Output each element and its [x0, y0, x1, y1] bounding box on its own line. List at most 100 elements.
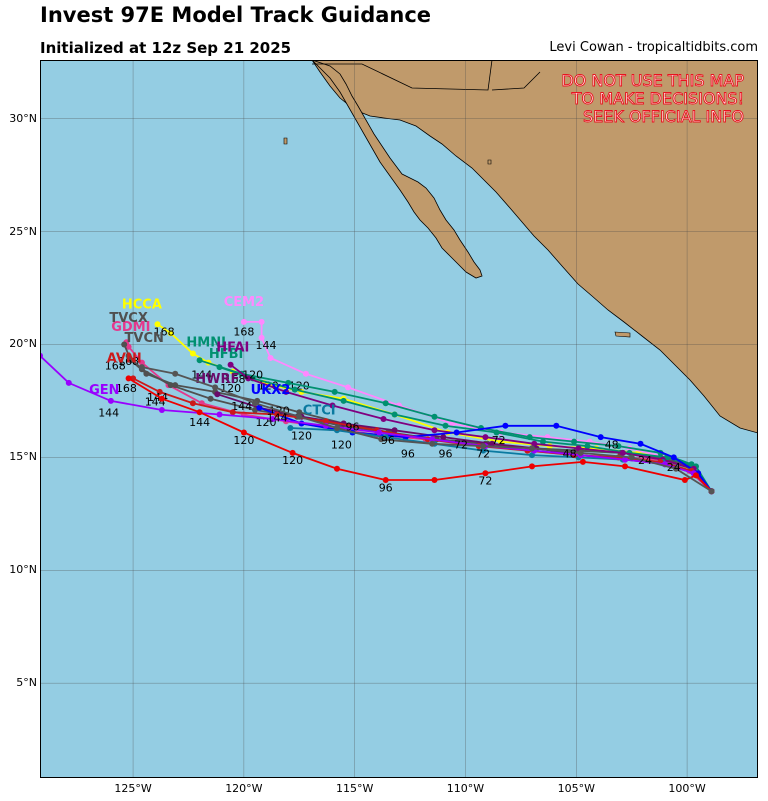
track-point	[489, 440, 496, 447]
hour-label: 120	[291, 429, 312, 442]
x-tick-label: 125°W	[114, 782, 152, 795]
track-point	[167, 330, 174, 337]
init-subtitle: Initialized at 12z Sep 21 2025	[40, 39, 292, 57]
model-name-label: CEM2	[224, 295, 264, 310]
hour-label: 144	[231, 400, 252, 413]
hour-label: 72	[492, 434, 506, 447]
model-name-label: HMNI	[186, 336, 226, 351]
track-point	[429, 436, 436, 443]
track-point	[482, 434, 489, 441]
track-point	[252, 400, 258, 407]
track-point	[575, 445, 582, 452]
track-point	[229, 409, 236, 416]
hour-label: 168	[105, 359, 126, 372]
track-point	[529, 452, 535, 459]
track-point	[245, 375, 252, 382]
track-point	[577, 449, 584, 456]
track-point	[382, 477, 389, 483]
model-name-label: TVCX	[109, 311, 148, 326]
track-point	[125, 352, 132, 359]
hour-label: 120	[282, 454, 303, 467]
model-name-label: GEN	[89, 383, 119, 398]
track-point	[65, 379, 72, 386]
track-point	[673, 465, 679, 472]
us-border	[312, 60, 541, 91]
track-point	[189, 400, 196, 407]
hour-label: 24	[667, 461, 681, 474]
track-point	[240, 429, 247, 436]
track-point	[431, 477, 438, 483]
model-name-label: UKX2	[251, 383, 291, 398]
y-tick-label: 10°N	[9, 563, 37, 577]
track-point	[172, 370, 179, 377]
track-point	[571, 438, 578, 445]
track-point	[553, 422, 560, 429]
track-line	[141, 366, 712, 493]
model-name-label: HCCA	[122, 297, 162, 312]
track-point	[529, 463, 535, 470]
page-title: Invest 97E Model Track Guidance	[40, 3, 432, 27]
track-point	[345, 384, 351, 391]
track-point	[291, 386, 298, 393]
track-point	[216, 411, 223, 418]
track-point	[480, 447, 487, 454]
track-line	[40, 355, 713, 492]
model-name-label: HWRF	[195, 372, 239, 387]
track-point	[158, 407, 165, 413]
track-point	[670, 454, 677, 461]
hour-label: 168	[116, 382, 137, 395]
hour-label: 24	[638, 454, 652, 467]
track-point	[283, 388, 289, 395]
map-frame	[40, 60, 758, 778]
hour-label: 168	[225, 373, 246, 386]
track-point	[107, 397, 114, 404]
graticule	[40, 60, 758, 778]
track-point	[296, 409, 303, 416]
track-point	[619, 449, 626, 456]
model-tracks: 168HCCA168144120CEM2GDMI168TVCX168TVCN14…	[40, 295, 715, 495]
x-tick-label: 105°W	[557, 782, 595, 795]
islands	[283, 137, 631, 338]
x-tick-label: 110°W	[446, 782, 485, 795]
track-point	[334, 465, 340, 472]
hour-label: 144	[189, 416, 210, 429]
track-point	[493, 429, 500, 436]
hour-label: 96	[401, 447, 415, 460]
hour-label: 168	[233, 326, 254, 339]
hour-label: 96	[379, 481, 393, 494]
track-point	[196, 357, 203, 364]
track-point	[269, 416, 276, 422]
hour-label: 144	[267, 411, 288, 424]
track-point	[302, 370, 309, 377]
track-point	[216, 364, 223, 371]
y-tick-label: 30°N	[9, 111, 37, 125]
credit-text: Levi Cowan - tropicaltidbits.com	[549, 40, 758, 55]
track-point	[391, 427, 398, 434]
hour-label: 120	[331, 438, 352, 451]
track-point	[482, 470, 489, 477]
track-point	[380, 416, 387, 422]
hour-label: 72	[454, 438, 468, 451]
track-point	[267, 355, 274, 361]
hour-label: 72	[476, 447, 490, 460]
track-point	[334, 425, 340, 431]
track-point	[296, 413, 303, 420]
hour-label: 48	[605, 438, 619, 451]
track-point	[622, 463, 628, 470]
hour-label: 48	[563, 447, 577, 460]
track-point	[382, 400, 389, 407]
track-point	[214, 391, 221, 398]
model-name-label: CTCI	[303, 404, 336, 419]
hour-label: 120	[233, 434, 254, 447]
track-point	[189, 350, 196, 357]
y-tick-label: 15°N	[9, 450, 37, 464]
track-point	[125, 375, 132, 382]
track-point	[376, 429, 383, 436]
track-point	[331, 388, 338, 395]
model-name-label: HFBI	[209, 347, 244, 362]
x-tick-label: 100°W	[668, 782, 706, 795]
track-point	[227, 361, 234, 368]
x-tick-label: 120°W	[225, 782, 263, 795]
model-name-label: TVCN	[125, 331, 164, 346]
x-tick-label: 115°W	[335, 782, 374, 795]
